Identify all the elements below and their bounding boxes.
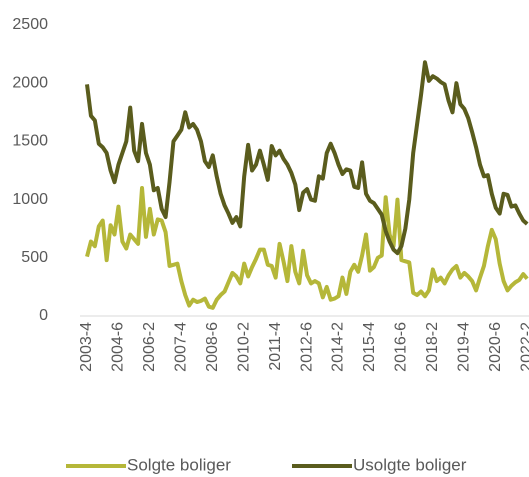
legend-item: Usolgte boliger: [292, 455, 467, 474]
x-tick-label: 2018-2: [424, 322, 441, 372]
x-tick-label: 2007-4: [173, 322, 190, 372]
x-tick-label: 2014-2: [330, 322, 347, 372]
x-tick-label: 2016-6: [393, 322, 410, 372]
y-tick-label: 2500: [12, 16, 48, 33]
x-tick-label: 2015-4: [361, 322, 378, 372]
series-line: [85, 60, 529, 256]
x-tick-label: 2022-2: [518, 322, 529, 372]
x-tick-label: 2003-4: [78, 322, 95, 372]
series-line: [85, 185, 529, 310]
y-tick-label: 500: [21, 249, 48, 266]
x-tick-label: 2020-6: [487, 322, 504, 372]
x-tick-label: 2012-6: [298, 322, 315, 372]
x-tick-label: 2006-2: [141, 322, 158, 372]
x-tick-label: 2010-2: [235, 322, 252, 372]
legend-label: Usolgte boliger: [353, 455, 467, 474]
y-tick-label: 1500: [12, 133, 48, 150]
legend-label: Solgte boliger: [127, 455, 231, 474]
x-tick-label: 2019-4: [455, 322, 472, 372]
legend-item: Solgte boliger: [66, 455, 231, 474]
x-tick-label: 2004-6: [110, 322, 127, 372]
y-tick-label: 1000: [12, 191, 48, 208]
x-tick-label: 2011-4: [267, 322, 284, 371]
y-tick-label: 2000: [12, 74, 48, 91]
x-tick-label: 2008-6: [204, 322, 221, 372]
y-tick-label: 0: [39, 307, 48, 324]
